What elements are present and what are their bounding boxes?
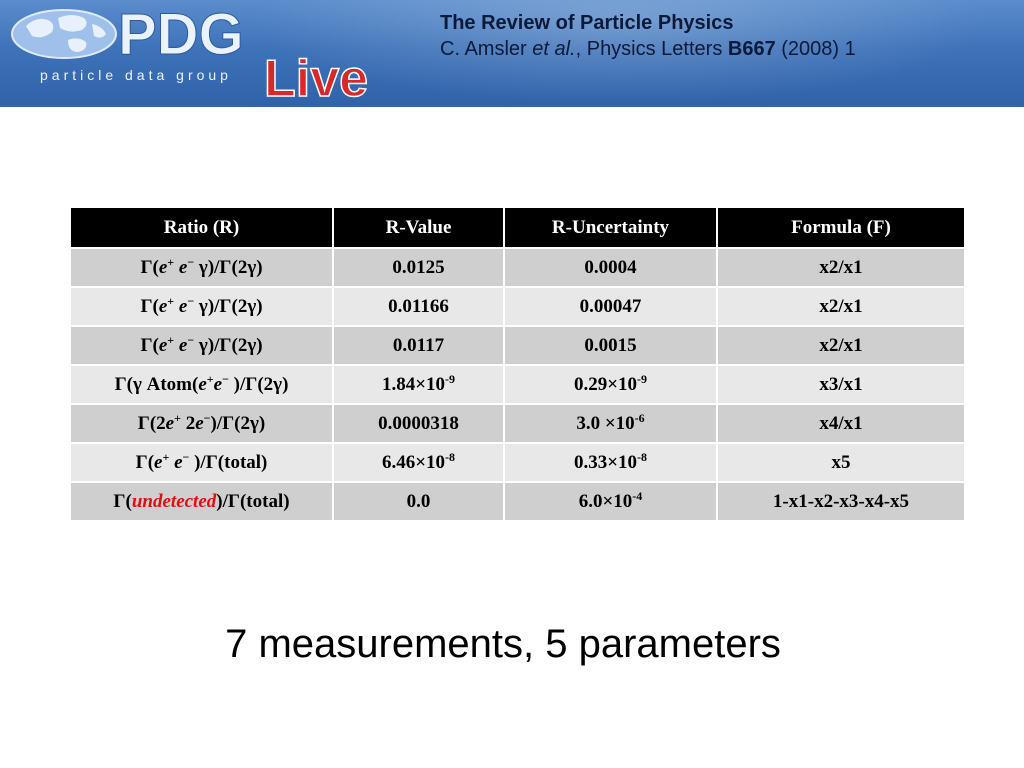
r-uncertainty-cell: 3.0 ×10-6: [503, 403, 718, 444]
ratio-cell: Γ(e+ e− γ)/Γ(2γ): [69, 286, 334, 327]
table-row: Γ(e+ e− )/Γ(total) 6.46×10-8 0.33×10-8 x…: [69, 442, 966, 483]
citation-block: The Review of Particle Physics C. Amsler…: [440, 10, 1000, 62]
review-title: The Review of Particle Physics: [440, 12, 734, 34]
r-uncertainty-cell: 0.0015: [503, 325, 718, 366]
svg-text:PDG: PDG: [118, 4, 244, 67]
r-value-cell: 0.01166: [332, 286, 505, 327]
ratio-cell: Γ(γ Atom(e+e− )/Γ(2γ): [69, 364, 334, 405]
svg-text:particle data group: particle data group: [40, 67, 232, 83]
r-uncertainty-cell: 6.0×10-4: [503, 481, 718, 522]
ratio-cell: Γ(2e+ 2e−)/Γ(2γ): [69, 403, 334, 444]
citation-volume: B667: [727, 38, 776, 60]
formula-cell: x2/x1: [716, 286, 966, 327]
banner-highlight: [0, 0, 1024, 107]
pdg-live-logo: PDG particle data group Live: [11, 4, 369, 104]
table-row: Γ(e+ e− γ)/Γ(2γ) 0.0125 0.0004 x2/x1: [69, 247, 966, 288]
r-uncertainty-cell: 0.00047: [503, 286, 718, 327]
citation-journal: , Physics Letters: [575, 38, 728, 60]
ratio-cell: Γ(e+ e− γ)/Γ(2γ): [69, 247, 334, 288]
svg-text:Live: Live: [264, 50, 368, 104]
ratio-table: Ratio (R) R-Value R-Uncertainty Formula …: [69, 206, 966, 522]
citation-line: C. Amsler et al., Physics Letters B667 (…: [440, 36, 1000, 62]
measurements-summary: 7 measurements, 5 parameters: [225, 622, 781, 666]
r-uncertainty-cell: 0.0004: [503, 247, 718, 288]
header-formula: Formula (F): [716, 206, 966, 249]
header-r-value: R-Value: [332, 206, 505, 249]
citation-year-page: (2008) 1: [775, 38, 856, 60]
r-value-cell: 0.0: [332, 481, 505, 522]
header-banner: PDG particle data group Live The Review …: [0, 0, 1024, 107]
r-value-cell: 0.0117: [332, 325, 505, 366]
formula-cell: x2/x1: [716, 247, 966, 288]
table-row: Γ(undetected)/Γ(total) 0.0 6.0×10-4 1-x1…: [69, 481, 966, 522]
formula-cell: x5: [716, 442, 966, 483]
table-row: Γ(2e+ 2e−)/Γ(2γ) 0.0000318 3.0 ×10-6 x4/…: [69, 403, 966, 444]
formula-cell: x4/x1: [716, 403, 966, 444]
r-uncertainty-cell: 0.33×10-8: [503, 442, 718, 483]
table-row: Γ(e+ e− γ)/Γ(2γ) 0.0117 0.0015 x2/x1: [69, 325, 966, 366]
r-value-cell: 0.0125: [332, 247, 505, 288]
formula-cell: 1-x1-x2-x3-x4-x5: [716, 481, 966, 522]
r-value-cell: 1.84×10-9: [332, 364, 505, 405]
globe-icon: [11, 9, 117, 59]
table-row: Γ(e+ e− γ)/Γ(2γ) 0.01166 0.00047 x2/x1: [69, 286, 966, 327]
formula-cell: x2/x1: [716, 325, 966, 366]
ratio-cell: Γ(undetected)/Γ(total): [69, 481, 334, 522]
citation-authors: C. Amsler: [440, 38, 533, 60]
header-r-uncertainty: R-Uncertainty: [503, 206, 718, 249]
table-header-row: Ratio (R) R-Value R-Uncertainty Formula …: [69, 206, 966, 249]
r-uncertainty-cell: 0.29×10-9: [503, 364, 718, 405]
citation-etal: et al.: [532, 38, 576, 60]
ratio-cell: Γ(e+ e− γ)/Γ(2γ): [69, 325, 334, 366]
r-value-cell: 0.0000318: [332, 403, 505, 444]
header-ratio: Ratio (R): [69, 206, 334, 249]
table-row: Γ(γ Atom(e+e− )/Γ(2γ) 1.84×10-9 0.29×10-…: [69, 364, 966, 405]
ratio-cell: Γ(e+ e− )/Γ(total): [69, 442, 334, 483]
formula-cell: x3/x1: [716, 364, 966, 405]
r-value-cell: 6.46×10-8: [332, 442, 505, 483]
undetected-label: undetected: [131, 490, 217, 512]
